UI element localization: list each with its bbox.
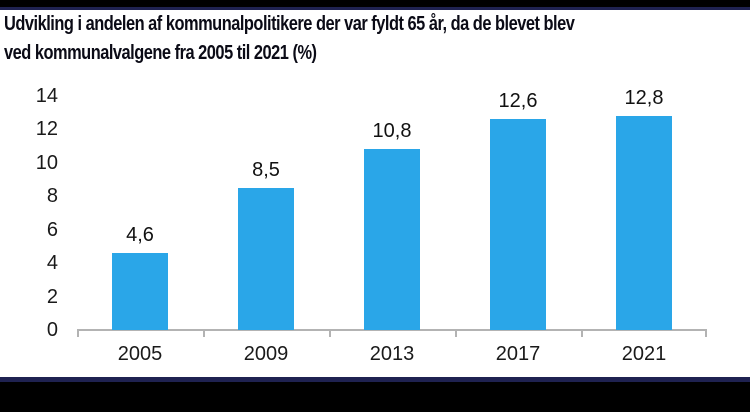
chart-title-line2: ved kommunalvalgene fra 2005 til 2021 (%… <box>4 42 317 64</box>
y-tick-label: 4 <box>46 252 58 275</box>
x-axis-line <box>77 329 707 331</box>
x-axis-tick <box>455 330 457 337</box>
y-tick-label: 8 <box>46 185 58 208</box>
top-border-bar <box>0 0 750 7</box>
x-axis-tick <box>581 330 583 337</box>
bar <box>112 253 168 330</box>
chart-title: Udvikling i andelen af kommunalpolitiker… <box>4 10 575 68</box>
x-axis-tick <box>705 330 707 337</box>
bar <box>364 149 420 330</box>
bar-value-label: 12,8 <box>624 87 664 110</box>
bar-value-label: 12,6 <box>498 90 538 113</box>
bar-value-label: 10,8 <box>372 120 412 143</box>
bar-value-label: 8,5 <box>252 158 280 181</box>
y-tick-label: 14 <box>35 85 58 107</box>
top-accent-line <box>0 7 750 10</box>
x-tick-label: 2021 <box>621 343 667 365</box>
bottom-border-bar <box>0 382 750 412</box>
y-tick-label: 0 <box>46 319 58 341</box>
x-tick-label: 2017 <box>495 343 541 365</box>
y-tick-label: 12 <box>35 118 58 141</box>
x-axis-tick <box>329 330 331 337</box>
x-axis-tick <box>203 330 205 337</box>
bottom-accent-line <box>0 377 750 382</box>
chart-title-line1: Udvikling i andelen af kommunalpolitiker… <box>4 13 575 35</box>
bar <box>238 187 294 330</box>
bar <box>616 116 672 330</box>
x-tick-label: 2005 <box>117 343 163 365</box>
x-axis-tick <box>77 330 79 337</box>
bar-value-label: 4,6 <box>126 224 154 247</box>
y-tick-label: 10 <box>35 151 58 174</box>
y-tick-label: 6 <box>46 218 58 241</box>
y-tick-label: 2 <box>46 285 58 308</box>
bar <box>490 119 546 330</box>
x-tick-label: 2013 <box>369 343 415 365</box>
x-tick-label: 2009 <box>243 343 289 365</box>
